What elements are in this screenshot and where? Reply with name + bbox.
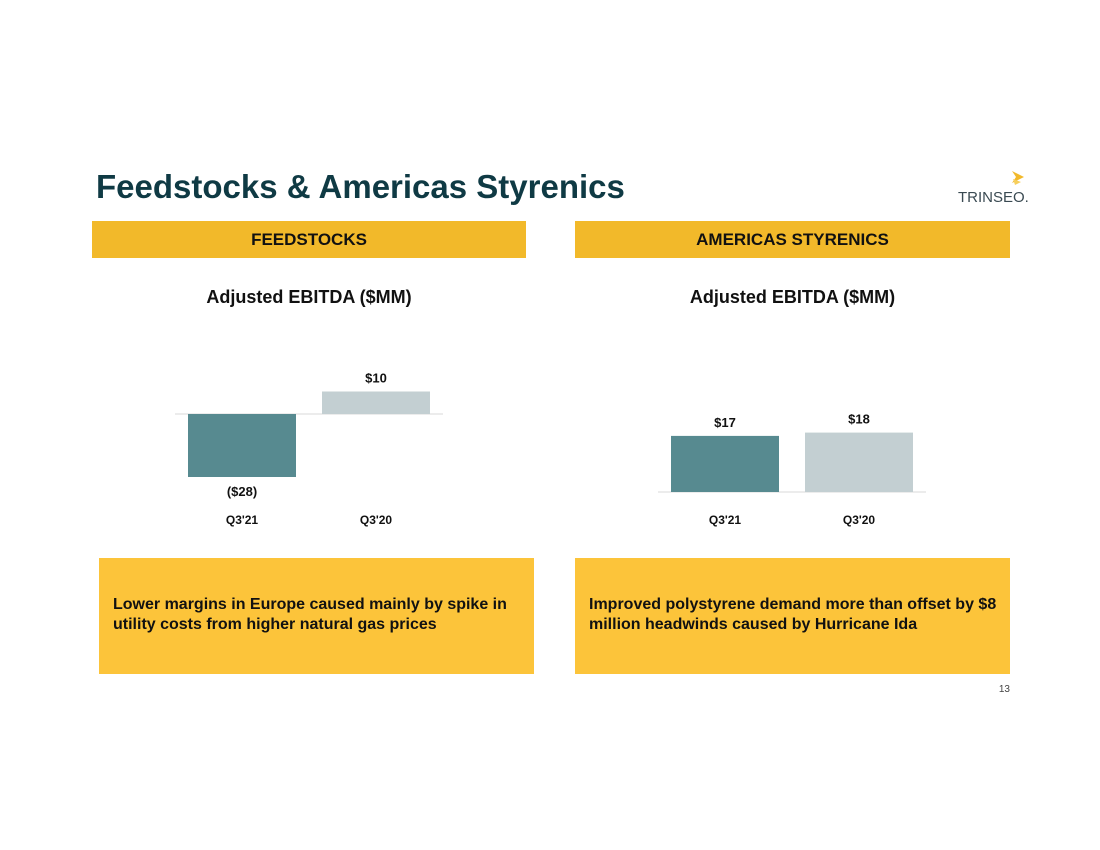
feedstocks-chart-title: Adjusted EBITDA ($MM) [206,287,412,307]
chevron-mark-icon [1012,171,1024,185]
americas-data-label-q321: $17 [714,415,736,430]
americas-bar-q321 [671,435,779,492]
americas-data-label-q320: $18 [848,412,870,427]
americas-bar-q320 [805,432,913,492]
americas-styrenics-header: AMERICAS STYRENICS [575,221,1010,258]
americas-category-label-q320: Q3'20 [843,513,876,527]
feedstocks-category-label-q321: Q3'21 [226,513,259,527]
logo-text: TRINSEO. [958,189,1029,206]
feedstocks-data-label-q321: ($28) [227,484,257,499]
americas-note-box: Improved polystyrene demand more than of… [575,558,1010,674]
feedstocks-header: FEEDSTOCKS [92,221,526,258]
feedstocks-note-box: Lower margins in Europe caused mainly by… [99,558,534,674]
ebitda-charts: ($28) Q3'21 $10 Q3'20 $17 Q3'21 $18 Q3'20 [175,371,926,527]
page-number: 13 [998,684,1010,695]
americas-note: Improved polystyrene demand more than of… [589,596,997,633]
americas-chart-title: Adjusted EBITDA ($MM) [689,287,896,307]
slide-title: Feedstocks & Americas Styrenics [96,168,625,205]
feedstocks-bar-q321 [188,414,296,477]
feedstocks-data-label-q320: $10 [365,371,387,386]
trinseo-logo: TRINSEO. [958,170,1034,206]
feedstocks-category-label-q320: Q3'20 [360,513,393,527]
americas-category-label-q321: Q3'21 [709,513,742,527]
feedstocks-note: Lower margins in Europe caused mainly by… [113,596,507,633]
feedstocks-bar-q320 [322,391,430,414]
